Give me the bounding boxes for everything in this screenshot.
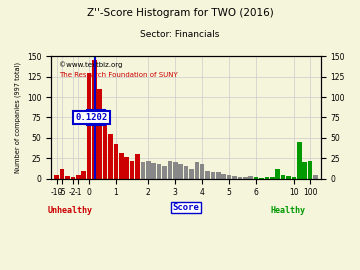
Bar [189, 169, 194, 179]
Bar [146, 161, 150, 179]
Bar [152, 163, 156, 179]
Bar [54, 175, 59, 179]
Text: The Research Foundation of SUNY: The Research Foundation of SUNY [59, 72, 178, 78]
Bar [270, 177, 275, 179]
Bar [103, 113, 108, 179]
Bar [76, 175, 81, 179]
Bar [227, 175, 231, 179]
Bar [308, 161, 312, 179]
Bar [184, 166, 188, 179]
Bar [108, 134, 113, 179]
Bar [178, 164, 183, 179]
Bar [135, 154, 140, 179]
Bar [302, 162, 307, 179]
Text: Sector: Financials: Sector: Financials [140, 30, 220, 39]
Bar [265, 177, 269, 179]
Bar [125, 157, 129, 179]
Bar [297, 142, 302, 179]
Bar [221, 174, 226, 179]
Bar [281, 175, 285, 179]
Bar [60, 169, 64, 179]
Bar [211, 172, 215, 179]
Bar [71, 177, 75, 179]
Bar [254, 177, 258, 179]
Bar [205, 170, 210, 179]
Bar [259, 178, 264, 179]
Bar [114, 144, 118, 179]
Bar [232, 176, 237, 179]
X-axis label: Score: Score [172, 203, 199, 212]
Bar [286, 176, 291, 179]
Bar [81, 170, 86, 179]
Bar [98, 89, 102, 179]
Bar [119, 153, 123, 179]
Y-axis label: Number of companies (997 total): Number of companies (997 total) [15, 62, 22, 173]
Bar [65, 176, 70, 179]
Bar [216, 172, 221, 179]
Bar [194, 162, 199, 179]
Bar [275, 169, 280, 179]
Bar [167, 161, 172, 179]
Text: Unhealthy: Unhealthy [48, 205, 93, 215]
Bar [92, 60, 97, 179]
Bar [248, 176, 253, 179]
Text: 0.1202: 0.1202 [76, 113, 108, 122]
Bar [173, 162, 177, 179]
Bar [157, 164, 161, 179]
Text: ©www.textbiz.org: ©www.textbiz.org [59, 61, 123, 68]
Bar [162, 166, 167, 179]
Bar [238, 177, 242, 179]
Bar [87, 73, 91, 179]
Text: Healthy: Healthy [271, 205, 306, 215]
Text: Z''-Score Histogram for TWO (2016): Z''-Score Histogram for TWO (2016) [87, 8, 273, 18]
Bar [313, 175, 318, 179]
Bar [243, 177, 248, 179]
Bar [130, 161, 134, 179]
Bar [141, 162, 145, 179]
Bar [200, 164, 204, 179]
Bar [292, 177, 296, 179]
